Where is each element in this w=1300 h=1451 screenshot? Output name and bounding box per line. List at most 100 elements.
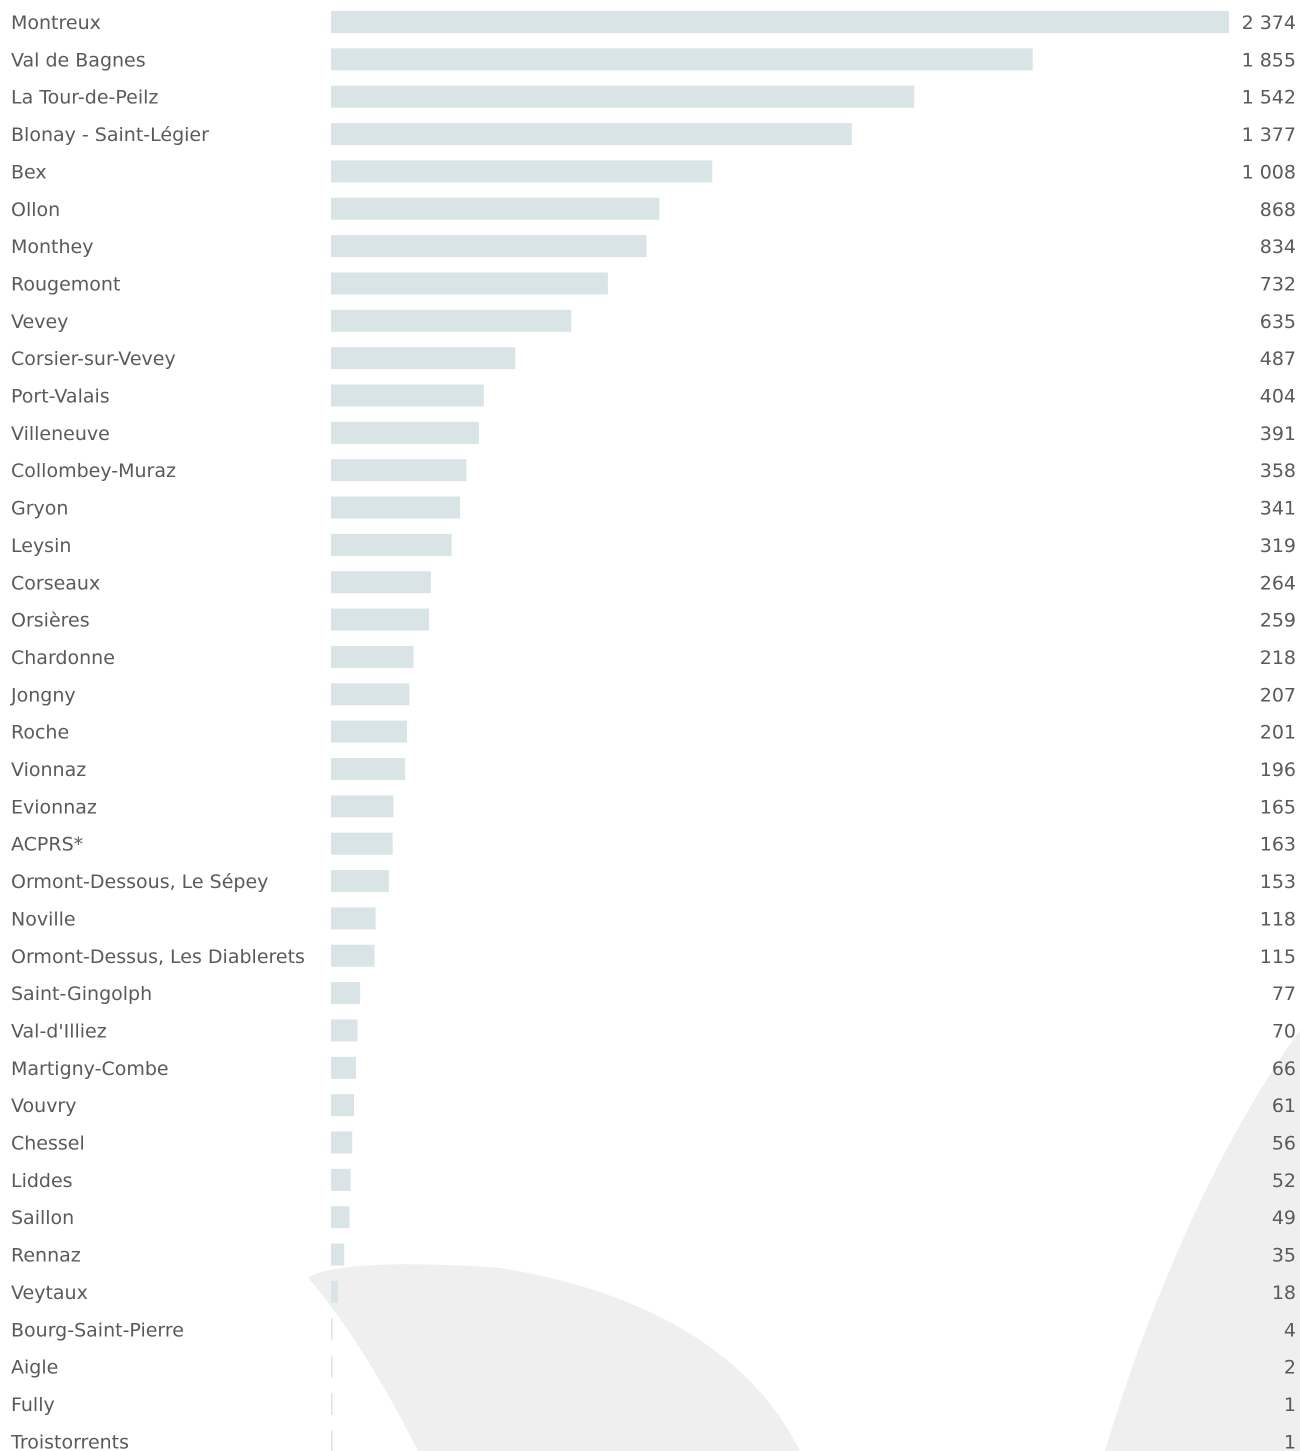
bar (331, 421, 479, 444)
bar (331, 235, 647, 258)
bar (331, 870, 389, 893)
value-label: 4 (1284, 1319, 1296, 1341)
bar (331, 1430, 333, 1451)
bar (331, 11, 1229, 33)
value-label: 391 (1260, 423, 1296, 445)
category-label: Roche (11, 722, 69, 744)
category-label: Corsier-sur-Vevey (11, 348, 176, 370)
category-label: Chardonne (11, 647, 115, 669)
category-label: Collombey-Muraz (11, 460, 176, 482)
value-label: 319 (1260, 535, 1296, 557)
category-label: La Tour-de-Peilz (11, 87, 158, 109)
value-label: 1 542 (1242, 87, 1296, 109)
category-label: Montreux (11, 12, 101, 34)
category-label: Bex (11, 161, 47, 183)
value-label: 1 (1284, 1394, 1296, 1416)
bar (331, 645, 414, 668)
bar (331, 347, 516, 370)
bar (331, 1056, 356, 1079)
bar (331, 197, 660, 220)
bar (331, 1019, 358, 1042)
bar (331, 982, 361, 1005)
value-label: 49 (1272, 1207, 1296, 1229)
category-label: Noville (11, 908, 76, 930)
bar (331, 832, 393, 855)
bar (331, 1243, 345, 1266)
bar (331, 85, 915, 108)
category-label: Rennaz (11, 1245, 81, 1267)
value-label: 341 (1260, 498, 1296, 520)
value-label: 163 (1260, 834, 1296, 856)
bar (331, 758, 406, 780)
bar (331, 272, 608, 295)
category-label: Chessel (11, 1133, 85, 1155)
value-label: 201 (1260, 722, 1296, 744)
bar (331, 907, 376, 930)
bar (331, 1392, 333, 1415)
value-label: 1 377 (1242, 124, 1296, 146)
category-label: Vevey (11, 311, 68, 333)
category-label: Villeneuve (11, 423, 110, 445)
category-label: Martigny-Combe (11, 1058, 169, 1080)
bar (331, 1094, 355, 1117)
category-label: Vionnaz (11, 759, 86, 781)
category-label: Evionnaz (11, 796, 97, 818)
category-label: Val de Bagnes (11, 49, 146, 71)
category-label: Orsières (11, 610, 90, 632)
category-label: Ollon (11, 199, 60, 221)
bar (331, 1355, 333, 1378)
bar (331, 533, 452, 556)
category-labels: Montreux Val de Bagnes La Tour-de-Peilz Blo… (10, 12, 305, 1451)
value-label: 259 (1260, 610, 1296, 632)
bar (331, 608, 429, 631)
category-label: Liddes (11, 1170, 73, 1192)
value-label: 218 (1260, 647, 1296, 669)
bar (331, 571, 431, 594)
value-label: 115 (1260, 946, 1296, 968)
value-label: 77 (1272, 983, 1296, 1005)
category-label: Ormont-Dessus, Les Diablerets (11, 946, 305, 968)
value-label: 18 (1272, 1282, 1296, 1304)
value-label: 66 (1272, 1058, 1296, 1080)
value-label: 70 (1272, 1020, 1296, 1042)
category-label: Saillon (11, 1207, 74, 1229)
category-label: Corseaux (11, 572, 100, 594)
bar (331, 1280, 338, 1303)
bar (331, 1168, 351, 1191)
value-label: 35 (1272, 1245, 1296, 1267)
value-label: 207 (1260, 684, 1296, 706)
bar (331, 496, 460, 519)
value-label: 2 374 (1242, 12, 1296, 34)
bar (331, 683, 410, 706)
value-label: 61 (1272, 1095, 1296, 1117)
bar (331, 160, 713, 183)
bar (331, 944, 375, 967)
bar (331, 309, 572, 332)
background-leaf-shape (308, 1264, 800, 1451)
category-label: Monthey (11, 236, 94, 258)
value-label: 635 (1260, 311, 1296, 333)
bar (331, 123, 852, 146)
category-label: Saint-Gingolph (11, 983, 152, 1005)
bar (331, 384, 484, 407)
category-label: ACPRS* (11, 834, 83, 856)
category-label: Leysin (11, 535, 71, 557)
value-label: 1 008 (1242, 161, 1296, 183)
value-labels: 2 374 1 855 1 542 1 377 1 008 868 834 732 635 487… (1242, 12, 1296, 1451)
category-label: Jongny (10, 684, 76, 706)
category-label: Troistorrents (10, 1431, 129, 1451)
value-label: 868 (1260, 199, 1296, 221)
bars-group (331, 11, 1229, 1451)
value-label: 404 (1260, 386, 1296, 408)
category-label: Veytaux (11, 1282, 88, 1304)
value-label: 1 855 (1242, 49, 1296, 71)
value-label: 2 (1284, 1357, 1296, 1379)
bar (331, 1318, 333, 1341)
value-label: 834 (1260, 236, 1296, 258)
category-label: Ormont-Dessous, Le Sépey (11, 871, 268, 893)
bar (331, 720, 408, 743)
category-label: Bourg-Saint-Pierre (11, 1319, 184, 1341)
category-label: Rougemont (11, 273, 120, 295)
value-label: 153 (1260, 871, 1296, 893)
